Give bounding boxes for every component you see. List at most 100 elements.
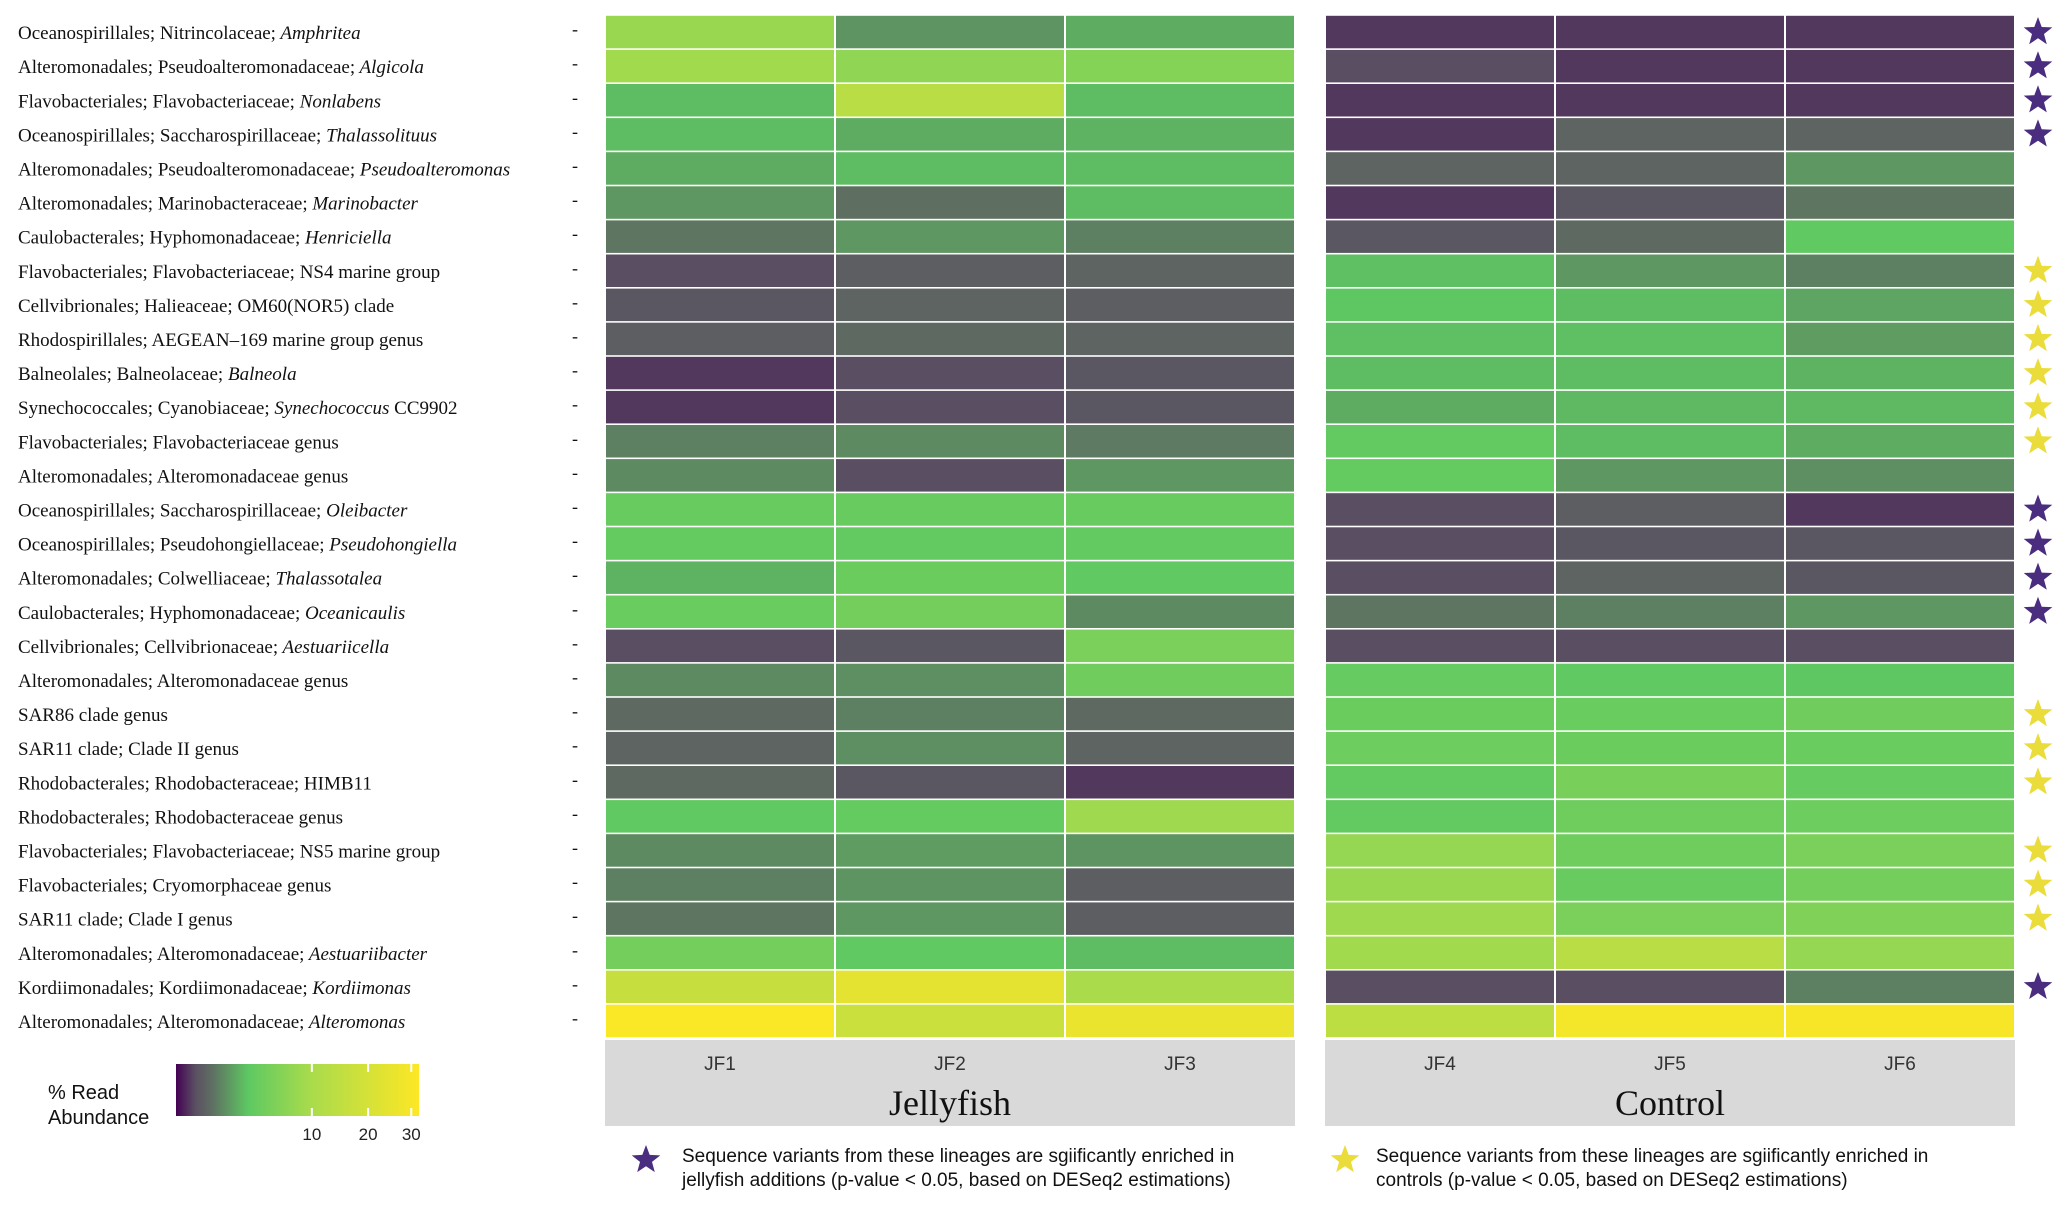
heatmap-cell xyxy=(1066,49,1294,83)
heatmap-cell xyxy=(1786,49,2014,83)
heatmap-cell xyxy=(1066,322,1294,356)
heatmap-cell xyxy=(1556,390,1784,424)
row-label-genus: Pseudoalteromonas xyxy=(355,159,510,180)
heatmap-cell xyxy=(1066,663,1294,697)
jellyfish-note-line2: jellyfish additions (p-value < 0.05, bas… xyxy=(681,1170,1231,1191)
control-star-icon xyxy=(1330,1145,1360,1173)
heatmap-cell xyxy=(1066,459,1294,492)
control-note-line1: Sequence variants from these lineages ar… xyxy=(1376,1146,1928,1167)
heatmap-cell xyxy=(1326,766,1554,799)
row-tick: - xyxy=(572,190,578,210)
row-label: Oceanospirillales; Saccharospirillaceae;… xyxy=(18,500,408,521)
color-scale-legend: % Read Abundance 10 20 30 xyxy=(48,1064,421,1144)
jellyfish-star-icon xyxy=(2023,494,2053,522)
heatmap-cell xyxy=(1066,800,1294,833)
row-tick: - xyxy=(572,462,578,482)
heatmap-cell xyxy=(1066,970,1294,1004)
significance-legend: Sequence variants from these lineages ar… xyxy=(631,1145,1928,1191)
heatmap-cell xyxy=(836,459,1064,492)
heatmap-cell xyxy=(1326,118,1554,151)
heatmap-cell xyxy=(1326,254,1554,287)
column-label: JF3 xyxy=(1164,1054,1196,1075)
heatmap-cell xyxy=(836,970,1064,1004)
heatmap-cell xyxy=(836,561,1064,594)
heatmap-cell xyxy=(1066,390,1294,424)
heatmap-cell xyxy=(1066,697,1294,731)
row-label-taxonomy: Alteromonadales; Pseudoalteromonadaceae; xyxy=(18,57,355,78)
row-label-taxonomy: Oceanospirillales; Nitrincolaceae; xyxy=(18,23,276,44)
row-label-taxonomy: Alteromonadales; Marinobacteraceae; xyxy=(18,194,308,215)
heatmap-cell xyxy=(1326,527,1554,560)
row-label-taxonomy: Alteromonadales; Colwelliaceae; xyxy=(18,569,271,590)
heatmap-cell xyxy=(1066,766,1294,799)
heatmap-cell xyxy=(1066,868,1294,901)
control-star-icon xyxy=(2023,733,2053,761)
heatmap-cell xyxy=(1786,84,2014,117)
row-label-genus: Algicola xyxy=(355,57,424,78)
row-label-genus: Synechococcus xyxy=(270,398,390,419)
row-label: Alteromonadales; Marinobacteraceae; Mari… xyxy=(18,194,419,215)
row-label-genus: Henriciella xyxy=(300,228,391,249)
row-label: Alteromonadales; Alteromonadaceae; Alter… xyxy=(18,1012,405,1033)
color-scale-ticks: 10 20 30 xyxy=(302,1064,421,1144)
control-star-icon xyxy=(2023,324,2053,352)
heatmap-cell xyxy=(1556,731,1784,765)
row-label: Flavobacteriales; Flavobacteriaceae; Non… xyxy=(18,91,381,112)
color-scale-tick-label: 30 xyxy=(402,1125,421,1144)
jellyfish-star-icon xyxy=(2023,528,2053,556)
control-star-icon xyxy=(2023,767,2053,795)
column-label: JF5 xyxy=(1654,1054,1686,1075)
heatmap-cell xyxy=(1066,356,1294,390)
row-tick: - xyxy=(572,428,578,448)
heatmap-cell xyxy=(606,220,834,253)
heatmap-cell xyxy=(1326,561,1554,594)
heatmap-cell xyxy=(1556,629,1784,663)
heatmap-cell xyxy=(1786,425,2014,458)
row-tick: - xyxy=(572,667,578,687)
heatmap-cell xyxy=(1556,527,1784,560)
row-label-taxonomy: Cellvibrionales; Cellvibrionaceae; xyxy=(18,637,278,658)
heatmap-cell xyxy=(836,527,1064,560)
heatmap-cell xyxy=(836,49,1064,83)
heatmap-cell xyxy=(606,595,834,628)
heatmap-cell xyxy=(836,425,1064,458)
heatmap-cell xyxy=(606,15,834,49)
heatmap-cell xyxy=(1786,834,2014,867)
heatmap-cell xyxy=(606,663,834,697)
panel-background-2 xyxy=(1325,15,2015,1038)
group-label: Jellyfish xyxy=(889,1083,1011,1123)
heatmap-cell xyxy=(606,254,834,287)
jellyfish-note-line1: Sequence variants from these lineages ar… xyxy=(682,1146,1234,1167)
heatmap-cell xyxy=(606,561,834,594)
heatmap-cell xyxy=(606,186,834,219)
row-label-suffix: HIMB11 xyxy=(299,773,372,794)
legend-title-line1: % Read xyxy=(48,1082,119,1104)
heatmap-cell xyxy=(1326,288,1554,322)
heatmap-cell xyxy=(1786,118,2014,151)
heatmap-cell xyxy=(606,118,834,151)
column-label: JF1 xyxy=(704,1054,736,1075)
row-label: Rhodobacterales; Rhodobacteraceae genus xyxy=(18,807,343,828)
jellyfish-star-icon xyxy=(2023,119,2053,147)
heatmap-cell xyxy=(606,970,834,1004)
heatmap-cell xyxy=(836,118,1064,151)
heatmap-cell xyxy=(1326,629,1554,663)
heatmap-cell xyxy=(606,459,834,492)
heatmap-cell xyxy=(1066,834,1294,867)
heatmap-cell xyxy=(836,220,1064,253)
heatmap-cell xyxy=(836,936,1064,969)
heatmap-cell xyxy=(1786,322,2014,356)
heatmap-cell xyxy=(606,868,834,901)
heatmap-cell xyxy=(836,15,1064,49)
heatmap-cell xyxy=(1786,663,2014,697)
color-scale-bar xyxy=(176,1064,419,1116)
heatmap-cell xyxy=(1066,629,1294,663)
heatmap-cell xyxy=(1786,731,2014,765)
row-label-genus: Oceanicaulis xyxy=(300,603,405,624)
heatmap-cell xyxy=(836,493,1064,526)
group-strips: JF1 JF2 JF3 Jellyfish JF4 JF5 JF6 Control xyxy=(605,1040,2015,1126)
row-tick: - xyxy=(572,224,578,244)
jellyfish-star-icon xyxy=(631,1145,661,1173)
heatmap-cell xyxy=(1556,663,1784,697)
heatmap-cell xyxy=(1066,220,1294,253)
